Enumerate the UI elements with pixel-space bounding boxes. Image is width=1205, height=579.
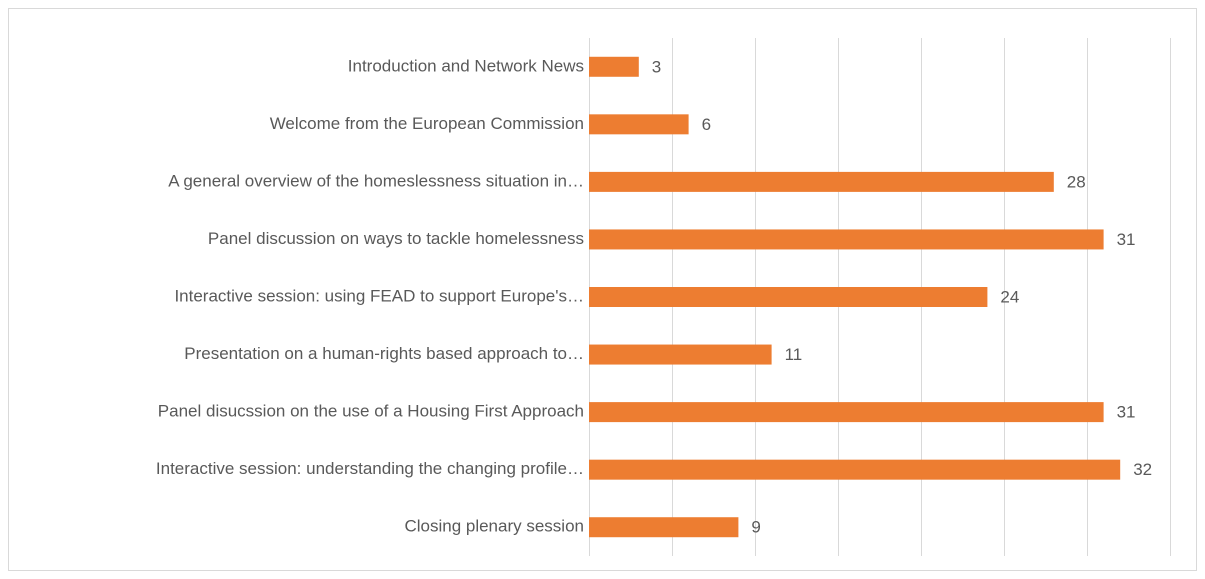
bar: [589, 287, 988, 307]
y-tick-label: Panel discussion on ways to tackle homel…: [208, 229, 584, 248]
y-tick-label: A general overview of the homeslessness …: [168, 171, 584, 190]
data-label: 32: [1133, 460, 1152, 479]
bar: [589, 171, 1054, 192]
y-tick-label: Interactive session: understanding the c…: [156, 459, 584, 478]
data-label: 31: [1117, 403, 1136, 422]
data-label: 31: [1117, 230, 1136, 249]
data-label: 24: [1000, 287, 1019, 306]
bar: [589, 459, 1121, 480]
bar: [589, 229, 1104, 250]
y-tick-label: Introduction and Network News: [348, 56, 584, 75]
bar: [589, 56, 639, 77]
y-tick-label: Interactive session: using FEAD to suppo…: [174, 286, 584, 305]
y-tick-label: Presentation on a human-rights based app…: [184, 344, 584, 363]
data-label: 9: [751, 518, 760, 537]
y-tick-label: Closing plenary session: [404, 517, 584, 536]
bar: [589, 114, 689, 135]
bar: [589, 517, 739, 538]
bar: [589, 402, 1104, 423]
data-label: 6: [702, 115, 711, 134]
y-tick-label: Welcome from the European Commission: [270, 114, 584, 133]
bar: [589, 344, 772, 365]
data-label: 3: [652, 57, 661, 76]
data-label: 11: [785, 345, 803, 364]
y-tick-label: Panel disucssion on the use of a Housing…: [158, 402, 584, 421]
data-label: 28: [1067, 172, 1086, 191]
